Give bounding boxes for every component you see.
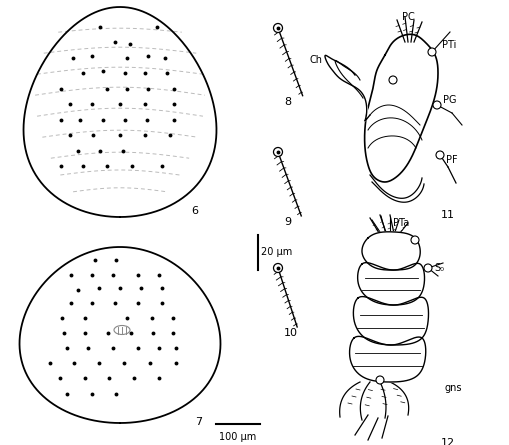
Text: Ga: Ga: [382, 103, 395, 113]
Text: PC: PC: [401, 12, 414, 22]
Text: PTa: PTa: [392, 218, 408, 228]
Text: 9: 9: [284, 217, 291, 227]
Text: PF: PF: [445, 155, 457, 165]
Polygon shape: [357, 263, 423, 305]
Polygon shape: [364, 34, 437, 182]
Text: PTi: PTi: [441, 40, 456, 50]
Circle shape: [432, 101, 440, 109]
Polygon shape: [361, 232, 419, 270]
Text: 12: 12: [440, 438, 454, 445]
Circle shape: [273, 263, 282, 272]
Circle shape: [273, 147, 282, 157]
Polygon shape: [353, 296, 428, 345]
Circle shape: [375, 376, 383, 384]
Circle shape: [273, 24, 282, 32]
Circle shape: [410, 236, 418, 244]
Text: 6: 6: [190, 206, 197, 217]
Polygon shape: [324, 55, 369, 121]
Text: PG: PG: [442, 95, 456, 105]
Polygon shape: [349, 336, 425, 382]
Text: 100 μm: 100 μm: [219, 432, 256, 442]
Text: 20 μm: 20 μm: [261, 247, 292, 257]
Text: Ch: Ch: [309, 55, 322, 65]
Text: 11: 11: [440, 210, 454, 220]
Circle shape: [423, 264, 431, 272]
Text: S₀: S₀: [433, 263, 443, 273]
Text: 10: 10: [284, 328, 297, 338]
Circle shape: [388, 76, 396, 84]
Text: 7: 7: [194, 417, 202, 427]
Circle shape: [427, 48, 435, 56]
Text: 8: 8: [284, 97, 291, 107]
Circle shape: [435, 151, 443, 159]
Text: gns: gns: [444, 383, 462, 393]
